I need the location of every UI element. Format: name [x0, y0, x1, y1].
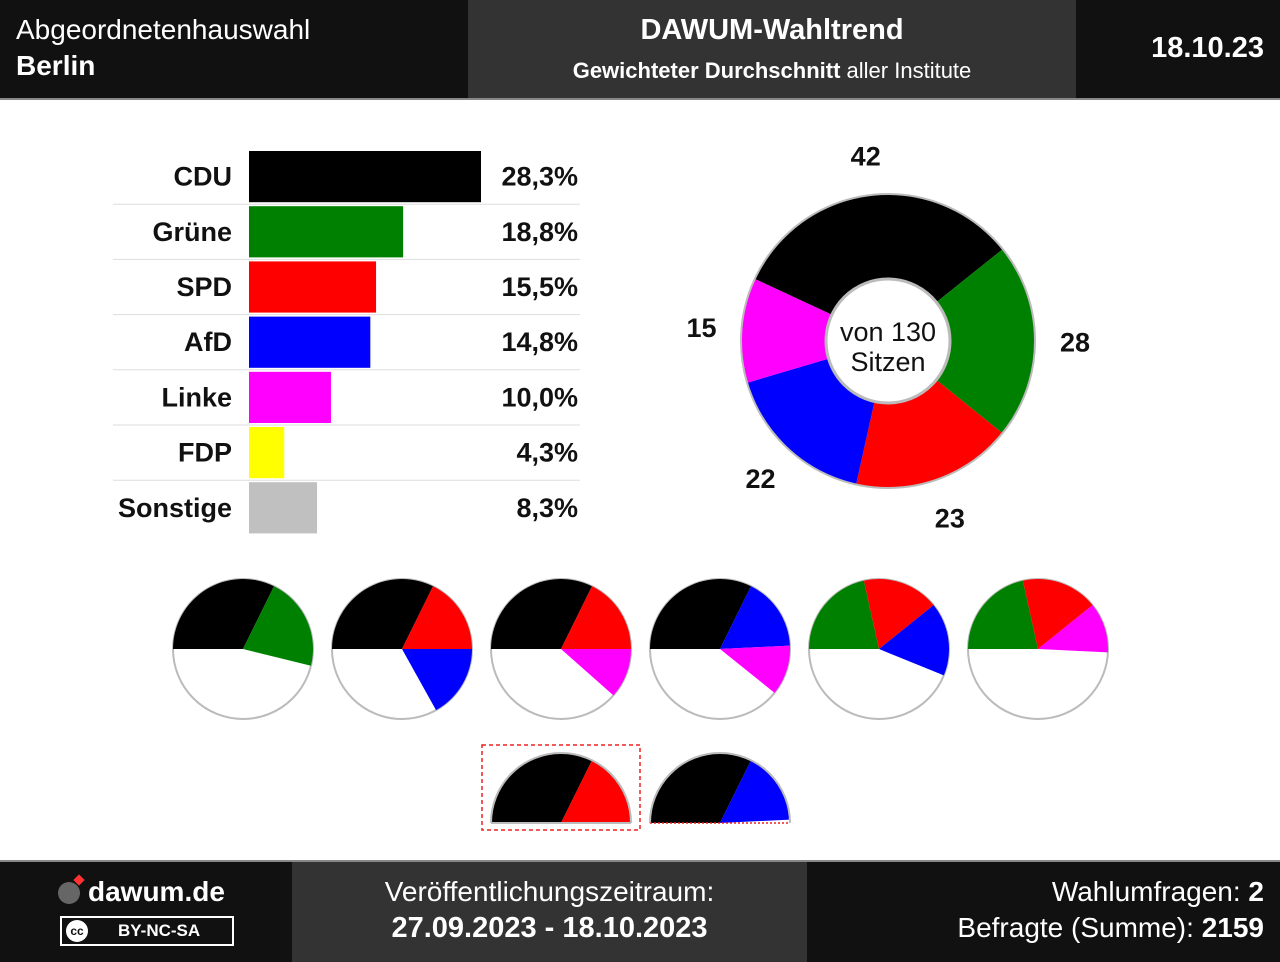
bar-label-linke: Linke	[161, 382, 232, 412]
region-name: Berlin	[16, 50, 96, 81]
bar-value-spd: 15,5%	[501, 272, 578, 302]
seat-label-cdu: 42	[851, 141, 881, 171]
bar-afd	[249, 316, 371, 368]
header-region: Abgeordnetenhauswahl Berlin	[0, 0, 468, 98]
coalition-gruene-spd-linke-slice-linke	[1038, 605, 1108, 653]
coalition-cdu-afd-slice-afd	[720, 760, 790, 823]
coalition-cdu-spd-outline	[490, 752, 632, 824]
footer-period: Veröffentlichungszeitraum: 27.09.2023 - …	[292, 862, 807, 962]
seat-label-spd: 23	[935, 503, 965, 533]
coalition-cdu-afd-linke-slice-linke	[720, 645, 790, 693]
bar-label-cdu: CDU	[174, 162, 233, 192]
page-subtitle: Gewichteter Durchschnitt aller Institute	[468, 58, 1076, 84]
bar-value-cdu: 28,3%	[501, 162, 578, 192]
seat-slice-cdu	[754, 194, 1003, 315]
seat-label-linke: 15	[686, 313, 716, 343]
bar-sonstige	[249, 482, 318, 534]
seat-total-label: von 130	[840, 317, 936, 347]
coalition-cdu-spd-afd-slice-spd	[402, 586, 472, 649]
coalition-cdu-gruene-slice-cdu	[173, 579, 275, 649]
bar-gruene	[249, 206, 404, 258]
polls-count: Wahlumfragen: 2	[1052, 876, 1264, 908]
bar-label-spd: SPD	[176, 272, 232, 302]
bar-cdu	[249, 151, 481, 203]
respondents-label: Befragte (Summe):	[957, 912, 1194, 943]
footer-brand: dawum.de cc BY-NC-SA	[0, 862, 292, 962]
bar-value-linke: 10,0%	[501, 382, 578, 412]
footer-bar: dawum.de cc BY-NC-SA Veröffentlichungszei…	[0, 860, 1280, 962]
period-range: 27.09.2023 - 18.10.2023	[391, 912, 708, 944]
footer-stats: Wahlumfragen: 2 Befragte (Summe): 2159	[807, 862, 1280, 962]
header-date: 18.10.23	[1151, 32, 1264, 64]
coalition-gruene-spd-afd-slice-gruene	[809, 580, 879, 649]
coalition-cdu-afd-outline	[649, 752, 791, 824]
polls-value: 2	[1248, 876, 1264, 907]
coalition-cdu-spd-linke-slice-linke	[561, 649, 631, 696]
bar-label-gruene: Grüne	[152, 217, 232, 247]
license-badge[interactable]: cc BY-NC-SA	[60, 916, 234, 946]
period-label: Veröffentlichungszeitraum:	[384, 876, 715, 907]
coalition-cdu-spd-government-frame	[481, 744, 641, 831]
bar-value-fdp: 4,3%	[516, 438, 578, 468]
site-name: dawum.de	[88, 876, 225, 907]
respondents-count: Befragte (Summe): 2159	[957, 912, 1264, 944]
license-text: BY-NC-SA	[118, 921, 201, 940]
header-bar: Abgeordnetenhauswahl Berlin DAWUM-Wahltr…	[0, 0, 1280, 100]
bar-value-gruene: 18,8%	[501, 217, 578, 247]
subtitle-rest: aller Institute	[846, 58, 972, 83]
coalition-gruene-spd-afd-slice-afd	[879, 605, 949, 676]
respondents-value: 2159	[1201, 912, 1264, 943]
coalition-cdu-afd-linke-slice-cdu	[650, 579, 752, 649]
bar-label-afd: AfD	[184, 327, 232, 357]
page-title: DAWUM-Wahltrend	[640, 14, 904, 46]
coalition-cdu-spd-afd-slice-cdu	[332, 579, 434, 649]
seat-label-gruene: 28	[1060, 327, 1090, 357]
coalition-gruene-spd-linke-slice-spd	[1022, 579, 1093, 649]
subtitle-bold: Gewichteter Durchschnitt	[572, 58, 841, 83]
coalition-gruene-spd-afd-slice-spd	[863, 579, 934, 649]
bar-fdp	[249, 427, 285, 479]
bar-label-sonstige: Sonstige	[118, 493, 232, 523]
chart-area: CDU 28,3% Grüne 18,8% SPD 15,5% AfD 14,8% Linke 1…	[113, 141, 1109, 831]
seat-donut-center	[824, 277, 952, 405]
bar-spd	[249, 261, 377, 313]
coalition-cdu-spd-linke-slice-cdu	[491, 579, 593, 649]
coalition-cdu-afd-slice-cdu	[650, 753, 752, 823]
coalition-cdu-afd-linke-slice-afd	[720, 586, 790, 649]
seat-donut-outline	[740, 193, 1036, 489]
coalition-gruene-spd-linke-slice-gruene	[968, 580, 1038, 649]
seat-label-afd: 22	[745, 464, 775, 494]
bar-label-fdp: FDP	[178, 438, 232, 468]
coalition-cdu-spd-afd-slice-afd	[402, 649, 472, 711]
seat-slice-spd	[856, 379, 1003, 488]
header-date-block: 18.10.23	[1076, 0, 1280, 98]
bar-linke	[249, 371, 331, 423]
seat-slice-gruene	[936, 249, 1035, 434]
coalition-cdu-spd-slice-cdu	[491, 753, 593, 823]
dawum-logo-icon	[58, 882, 80, 904]
seat-total-unit: Sitzen	[850, 347, 925, 377]
site-link[interactable]: dawum.de	[58, 876, 225, 908]
bar-value-sonstige: 8,3%	[516, 493, 578, 523]
bar-value-afd: 14,8%	[501, 327, 578, 357]
coalition-cdu-spd-slice-spd	[561, 760, 631, 823]
seat-slice-afd	[747, 358, 875, 485]
seat-slice-linke	[741, 278, 832, 383]
polls-label: Wahlumfragen:	[1051, 876, 1241, 907]
header-title-block: DAWUM-Wahltrend Gewichteter Durchschnitt…	[468, 0, 1076, 98]
region-type: Abgeordnetenhauswahl	[16, 14, 311, 45]
coalition-cdu-spd-linke-slice-spd	[561, 586, 631, 649]
cc-icon: cc	[66, 920, 88, 942]
coalition-cdu-gruene-slice-gruene	[243, 586, 314, 666]
